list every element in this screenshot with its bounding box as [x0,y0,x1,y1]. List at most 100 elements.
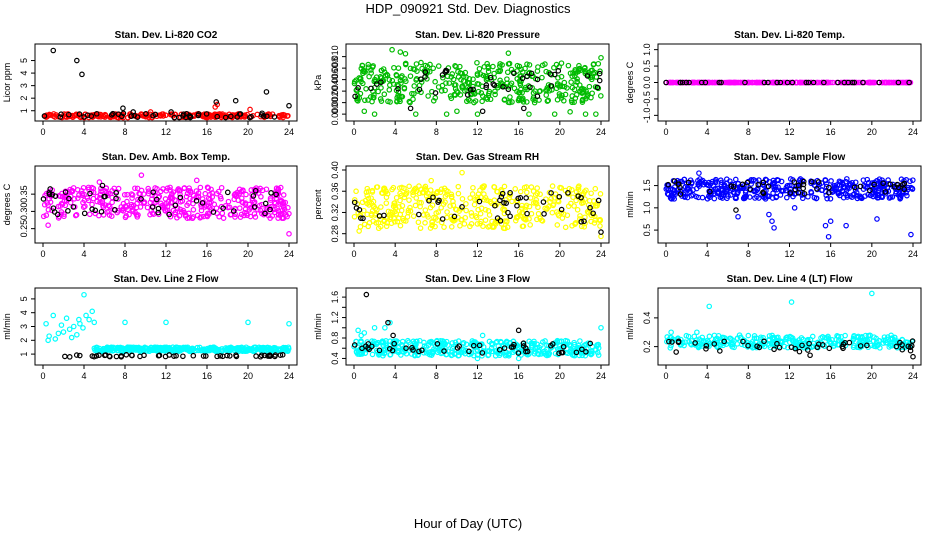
data-point [503,339,510,346]
panel-title: Stan. Dev. Li-820 CO2 [115,30,218,41]
data-point [96,179,103,185]
data-point [869,290,875,297]
data-point [506,194,512,201]
data-point [361,68,368,74]
data-point [669,339,675,345]
data-point [81,210,88,217]
data-point [683,79,690,86]
data-point [407,73,414,79]
data-point [397,222,404,229]
x-tick-label: 20 [555,371,565,381]
data-point [279,207,286,214]
data-point [69,188,76,195]
data-point [698,79,705,86]
data-point [499,190,506,197]
data-point [351,213,358,220]
data-point [402,347,409,354]
data-point [501,199,507,206]
y-axis-label: ml/min [625,313,635,340]
data-point [159,202,166,209]
data-point [527,84,533,90]
data-point [195,111,202,117]
data-point [411,90,417,97]
data-point [893,188,900,195]
data-point [843,222,849,229]
data-point [239,199,245,205]
data-point [150,347,156,353]
data-point [567,70,574,77]
data-point [112,207,118,213]
data-point [236,205,243,211]
data-point [392,205,399,211]
data-point [873,343,879,350]
x-tick-label: 16 [202,127,212,137]
data-point [186,112,193,119]
data-point [391,64,397,71]
y-tick-label: 4 [19,71,29,76]
data-point [549,209,556,216]
x-tick-label: 0 [40,249,45,259]
data-point [459,196,466,202]
data-point [479,184,486,190]
data-point [535,210,542,217]
data-point [777,79,784,86]
data-point [416,86,423,93]
data-point [378,85,384,91]
x-tick-label: 12 [161,371,171,381]
data-point [780,188,786,194]
y-tick-label: 0.0 [642,76,652,89]
data-point [453,63,459,70]
data-point [712,179,719,186]
data-point [138,172,145,178]
data-point [548,83,555,89]
data-point [836,337,842,344]
y-tick-label: 5 [19,296,29,301]
data-point [486,88,493,95]
y-tick-label: 0.4 [642,312,652,325]
data-point [880,180,886,187]
x-tick-label: 20 [867,127,877,137]
data-point [356,228,362,234]
series-1 [663,170,916,240]
data-point [524,99,530,105]
data-point [844,176,850,182]
data-point [515,355,522,362]
data-point [416,183,422,189]
data-point [206,199,213,206]
data-point [554,96,561,103]
data-point [454,108,460,115]
data-point [852,179,859,186]
data-point [359,345,365,352]
data-point [272,209,278,216]
x-tick-label: 24 [908,371,918,381]
data-point [534,68,541,74]
data-point [190,352,197,359]
data-point [58,111,64,118]
data-point [675,339,682,346]
data-point [552,350,559,357]
data-point [562,91,569,98]
data-point [218,195,224,202]
data-point [540,199,547,205]
data-point [491,197,498,203]
data-point [373,74,380,80]
data-point [423,344,430,350]
data-point [592,185,599,192]
data-point [515,344,522,351]
data-point [93,111,100,117]
data-point [699,334,706,341]
data-point [202,204,208,210]
data-point [523,189,530,196]
data-point [875,192,882,199]
data-point [113,353,120,360]
data-point [187,188,194,194]
data-point [65,208,71,214]
data-point [412,111,419,117]
y-tick-label: 0.004 [330,80,340,103]
data-point [395,85,401,92]
data-point [359,62,366,69]
data-point [554,222,561,228]
data-point [189,215,196,222]
data-point [362,197,369,204]
